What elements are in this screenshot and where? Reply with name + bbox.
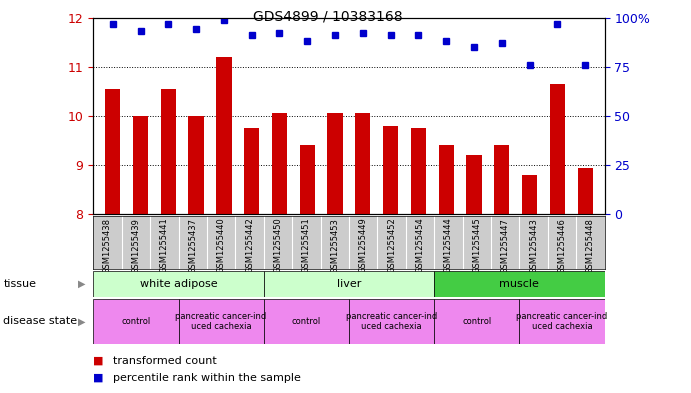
Text: GSM1255437: GSM1255437 xyxy=(188,218,197,274)
Text: GSM1255454: GSM1255454 xyxy=(415,218,424,274)
Bar xyxy=(244,128,259,214)
Text: transformed count: transformed count xyxy=(113,356,216,366)
Bar xyxy=(439,145,454,214)
Text: GSM1255453: GSM1255453 xyxy=(330,218,339,274)
Bar xyxy=(93,271,264,297)
Bar xyxy=(178,299,264,344)
Text: ▶: ▶ xyxy=(77,279,85,289)
Text: pancreatic cancer-ind
uced cachexia: pancreatic cancer-ind uced cachexia xyxy=(516,312,607,331)
Text: pancreatic cancer-ind
uced cachexia: pancreatic cancer-ind uced cachexia xyxy=(346,312,437,331)
Text: GSM1255445: GSM1255445 xyxy=(472,218,482,274)
Text: white adipose: white adipose xyxy=(140,279,218,289)
Bar xyxy=(300,145,315,214)
Bar xyxy=(189,116,204,214)
Text: GSM1255438: GSM1255438 xyxy=(103,218,112,274)
Bar xyxy=(434,271,605,297)
Bar xyxy=(550,84,565,214)
Bar xyxy=(355,114,370,214)
Text: GSM1255449: GSM1255449 xyxy=(359,218,368,274)
Bar xyxy=(383,126,398,214)
Bar xyxy=(161,89,176,214)
Bar xyxy=(494,145,509,214)
Text: GSM1255439: GSM1255439 xyxy=(131,218,140,274)
Bar xyxy=(216,57,231,214)
Text: control: control xyxy=(292,317,321,326)
Bar xyxy=(578,167,593,214)
Bar xyxy=(349,299,434,344)
Text: GSM1255452: GSM1255452 xyxy=(387,218,396,274)
Bar xyxy=(272,114,287,214)
Text: control: control xyxy=(462,317,491,326)
Text: GSM1255447: GSM1255447 xyxy=(501,218,510,274)
Text: ▶: ▶ xyxy=(77,316,85,326)
Bar xyxy=(105,89,120,214)
Text: liver: liver xyxy=(337,279,361,289)
Text: GSM1255444: GSM1255444 xyxy=(444,218,453,274)
Text: GSM1255450: GSM1255450 xyxy=(274,218,283,274)
Text: GSM1255442: GSM1255442 xyxy=(245,218,254,274)
Bar xyxy=(328,114,343,214)
Bar xyxy=(264,299,349,344)
Text: tissue: tissue xyxy=(3,279,37,289)
Bar xyxy=(264,271,434,297)
Bar xyxy=(133,116,148,214)
Text: GSM1255440: GSM1255440 xyxy=(216,218,226,274)
Text: disease state: disease state xyxy=(3,316,77,326)
Text: ■: ■ xyxy=(93,356,104,366)
Text: GSM1255451: GSM1255451 xyxy=(302,218,311,274)
Text: GSM1255448: GSM1255448 xyxy=(586,218,595,274)
Bar xyxy=(434,299,520,344)
Bar xyxy=(520,299,605,344)
Text: ■: ■ xyxy=(93,373,104,383)
Text: control: control xyxy=(122,317,151,326)
Bar xyxy=(522,175,537,214)
Text: GDS4899 / 10383168: GDS4899 / 10383168 xyxy=(254,10,403,24)
Text: GSM1255441: GSM1255441 xyxy=(160,218,169,274)
Text: GSM1255446: GSM1255446 xyxy=(558,218,567,274)
Text: muscle: muscle xyxy=(500,279,540,289)
Bar xyxy=(93,299,178,344)
Bar xyxy=(410,128,426,214)
Text: percentile rank within the sample: percentile rank within the sample xyxy=(113,373,301,383)
Text: pancreatic cancer-ind
uced cachexia: pancreatic cancer-ind uced cachexia xyxy=(176,312,267,331)
Text: GSM1255443: GSM1255443 xyxy=(529,218,538,274)
Bar xyxy=(466,155,482,214)
